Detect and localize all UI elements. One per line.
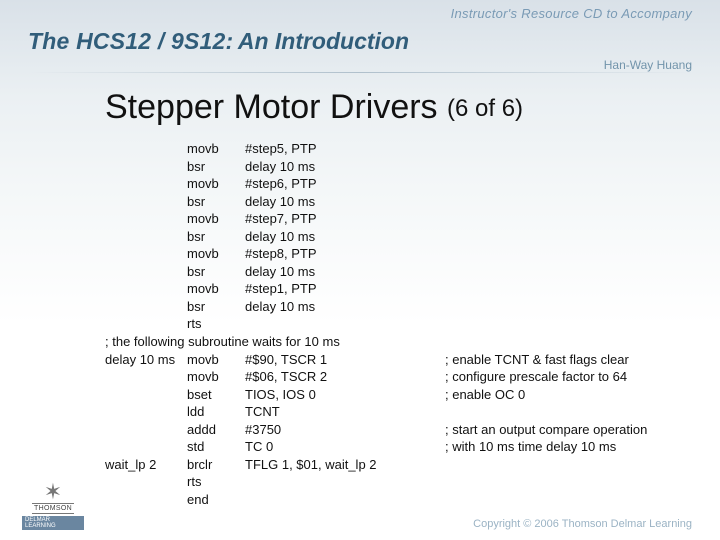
- code-line: rts: [105, 473, 647, 491]
- divider: [28, 72, 692, 73]
- star-icon: ✶: [44, 479, 62, 505]
- code-listing: movb#step5, PTP bsrdelay 10 ms movb#step…: [105, 140, 647, 508]
- copyright-text: Copyright © 2006 Thomson Delmar Learning: [473, 518, 692, 530]
- code-line: bsrdelay 10 ms: [105, 228, 647, 246]
- code-line: wait_lp 2brclrTFLG 1, $01, wait_lp 2: [105, 456, 647, 474]
- heading-part: (6 of 6): [447, 95, 523, 122]
- heading-main: Stepper Motor Drivers: [105, 88, 447, 126]
- code-line: delay 10 msmovb#$90, TSCR 1; enable TCNT…: [105, 351, 647, 369]
- code-line: bsrdelay 10 ms: [105, 298, 647, 316]
- code-line: lddTCNT: [105, 403, 647, 421]
- publisher-logo: ✶ THOMSON DELMAR LEARNING: [22, 488, 84, 530]
- code-line: bsrdelay 10 ms: [105, 158, 647, 176]
- author-name: Han-Way Huang: [604, 58, 692, 72]
- page-title: Stepper Motor Drivers (6 of 6): [105, 88, 523, 127]
- code-line: end: [105, 491, 647, 509]
- code-line: stdTC 0; with 10 ms time delay 10 ms: [105, 438, 647, 456]
- code-line: movb#step8, PTP: [105, 245, 647, 263]
- code-line: bsrdelay 10 ms: [105, 263, 647, 281]
- banner-subtitle: An Introduction: [238, 28, 409, 54]
- code-line: movb#step5, PTP: [105, 140, 647, 158]
- code-line: addd#3750; start an output compare opera…: [105, 421, 647, 439]
- code-line: ; the following subroutine waits for 10 …: [105, 333, 647, 351]
- code-line: movb#$06, TSCR 2; configure prescale fac…: [105, 368, 647, 386]
- delmar-label: DELMAR LEARNING: [22, 516, 84, 530]
- code-line: bsetTIOS, IOS 0; enable OC 0: [105, 386, 647, 404]
- thomson-label: THOMSON: [32, 503, 74, 514]
- code-line: rts: [105, 315, 647, 333]
- code-line: bsrdelay 10 ms: [105, 193, 647, 211]
- top-label: Instructor's Resource CD to Accompany: [451, 6, 692, 21]
- code-line: movb#step1, PTP: [105, 280, 647, 298]
- code-line: movb#step6, PTP: [105, 175, 647, 193]
- banner: The HCS12 / 9S12: An Introduction: [28, 28, 692, 55]
- code-line: movb#step7, PTP: [105, 210, 647, 228]
- banner-title: The HCS12 / 9S12:: [28, 28, 233, 54]
